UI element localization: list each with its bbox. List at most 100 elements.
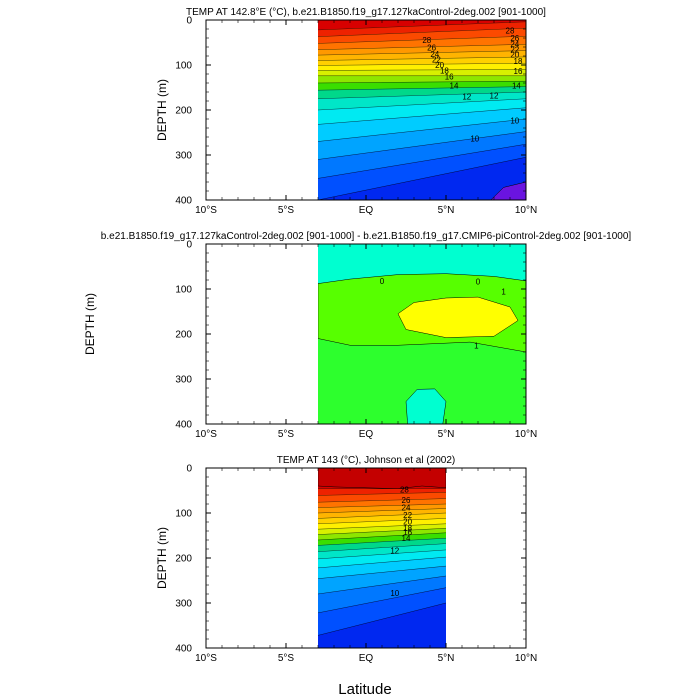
- contour-line: [318, 131, 526, 160]
- panel-title: TEMP AT 143 (°C), Johnson et al (2002): [277, 455, 456, 466]
- contour-label: 26: [402, 496, 411, 505]
- contour-label: 22: [432, 56, 441, 65]
- contour-line: [318, 512, 446, 519]
- contour-line: [318, 528, 446, 535]
- y-tick-label: 300: [175, 375, 192, 386]
- x-tick-label: 5°N: [438, 429, 455, 440]
- x-tick-label: 5°S: [278, 429, 295, 440]
- contour-label: 28: [506, 26, 515, 35]
- contour-label: 1: [549, 325, 554, 334]
- contour-line: [318, 503, 446, 508]
- y-tick-label: 400: [175, 196, 192, 207]
- x-tick-label: 10°N: [515, 653, 537, 664]
- contour-band-1: [318, 20, 526, 31]
- contour-label: 18: [514, 57, 523, 66]
- contour-band-1: [318, 244, 526, 284]
- contour-line: [318, 91, 526, 99]
- contour-line: [318, 508, 446, 514]
- contour-line: [318, 80, 526, 84]
- x-tick-label: 5°S: [278, 205, 295, 216]
- data-region: 0 0 1 1 1: [318, 244, 554, 424]
- contour-patch-2: [397, 296, 519, 338]
- contour-label: 26: [427, 43, 436, 52]
- contour-label: 0: [476, 277, 481, 286]
- contour-label: 20: [435, 61, 444, 70]
- contour-label: 1: [501, 288, 506, 297]
- contour-label: 12: [462, 93, 471, 102]
- contour-patch-1: [490, 181, 526, 200]
- figure-x-axis-label: Latitude: [338, 681, 391, 698]
- contour-label: 10: [510, 116, 519, 125]
- contour-label: 24: [402, 504, 411, 513]
- contour-label: 16: [514, 67, 523, 76]
- y-tick-label: 100: [175, 285, 192, 296]
- contour-line: [318, 543, 446, 552]
- contour-line: [318, 56, 526, 61]
- contour-label: 12: [490, 92, 499, 101]
- y-tick-label: 400: [175, 420, 192, 431]
- contour-line: [318, 35, 526, 44]
- contour-line: [318, 21, 526, 31]
- contour-label: 16: [403, 528, 412, 537]
- contour-label: 28: [422, 36, 431, 45]
- contour-label: 12: [390, 546, 399, 555]
- contour-line: [318, 518, 446, 525]
- contour-line: [318, 44, 526, 50]
- y-tick-label: 0: [186, 240, 192, 251]
- chart-panel-2: 0 0 1 1 1 10°S 5°S EQ 5°N 10°N 0 100 200 300 400 b.e21.…: [101, 231, 632, 440]
- contour-line: [318, 602, 446, 636]
- contour-label: 22: [510, 45, 519, 54]
- figure-y-axis-label: DEPTH (m): [83, 293, 97, 355]
- x-tick-label: 5°S: [278, 653, 295, 664]
- contour-patch-3: [405, 388, 447, 424]
- contour-line: [318, 157, 526, 200]
- contour-label: 26: [510, 34, 519, 43]
- x-tick-label: 5°N: [438, 205, 455, 216]
- x-tick-label: EQ: [359, 429, 374, 440]
- x-tick-label: 10°N: [515, 429, 537, 440]
- contour-line: [318, 498, 446, 503]
- contour-label: 1: [474, 342, 479, 351]
- contour-label: 10: [470, 134, 479, 143]
- y-tick-label: 400: [175, 644, 192, 655]
- contour-label: 24: [510, 40, 519, 49]
- contour-line: [318, 50, 526, 56]
- y-tick-label: 100: [175, 61, 192, 72]
- contour-line: [318, 587, 446, 614]
- y-tick-label: 300: [175, 151, 192, 162]
- contour-line: [318, 556, 446, 569]
- contour-line: [318, 565, 446, 579]
- y-tick-label: 200: [175, 554, 192, 565]
- contour-line: [318, 537, 446, 546]
- contour-line: [318, 86, 526, 91]
- contour-label: 24: [430, 50, 439, 59]
- y-tick-label: 300: [175, 599, 192, 610]
- chart-panel-1: 2826242220181614121028262422201816141210…: [155, 7, 546, 216]
- contour-label: 18: [440, 66, 449, 75]
- contour-line: [318, 69, 526, 71]
- x-tick-label: 10°S: [195, 429, 217, 440]
- contour-label: 18: [403, 524, 412, 533]
- contour-line: [318, 549, 446, 560]
- contour-line: [318, 575, 446, 595]
- contour-line: [318, 523, 446, 530]
- contour-line: [318, 62, 526, 66]
- y-axis-label: DEPTH (m): [155, 79, 169, 141]
- contour-label: 20: [403, 518, 412, 527]
- contour-label: 10: [390, 589, 399, 598]
- y-tick-label: 0: [186, 16, 192, 27]
- contour-label: 14: [512, 82, 521, 91]
- contour-patch-1: [318, 468, 446, 489]
- contour-line: [318, 107, 526, 125]
- contour-label: 20: [510, 51, 519, 60]
- contour-line: [318, 98, 526, 111]
- y-axis-label: DEPTH (m): [155, 527, 169, 589]
- contour-label: 28: [400, 486, 409, 495]
- x-tick-label: EQ: [359, 205, 374, 216]
- y-tick-label: 0: [186, 464, 192, 475]
- contour-label: 14: [450, 82, 459, 91]
- contour-label: 0: [380, 277, 385, 286]
- contour-line: [318, 118, 526, 142]
- y-tick-label: 100: [175, 509, 192, 520]
- panel-title: TEMP AT 142.8°E (°C), b.e21.B1850.f19_g1…: [186, 7, 546, 18]
